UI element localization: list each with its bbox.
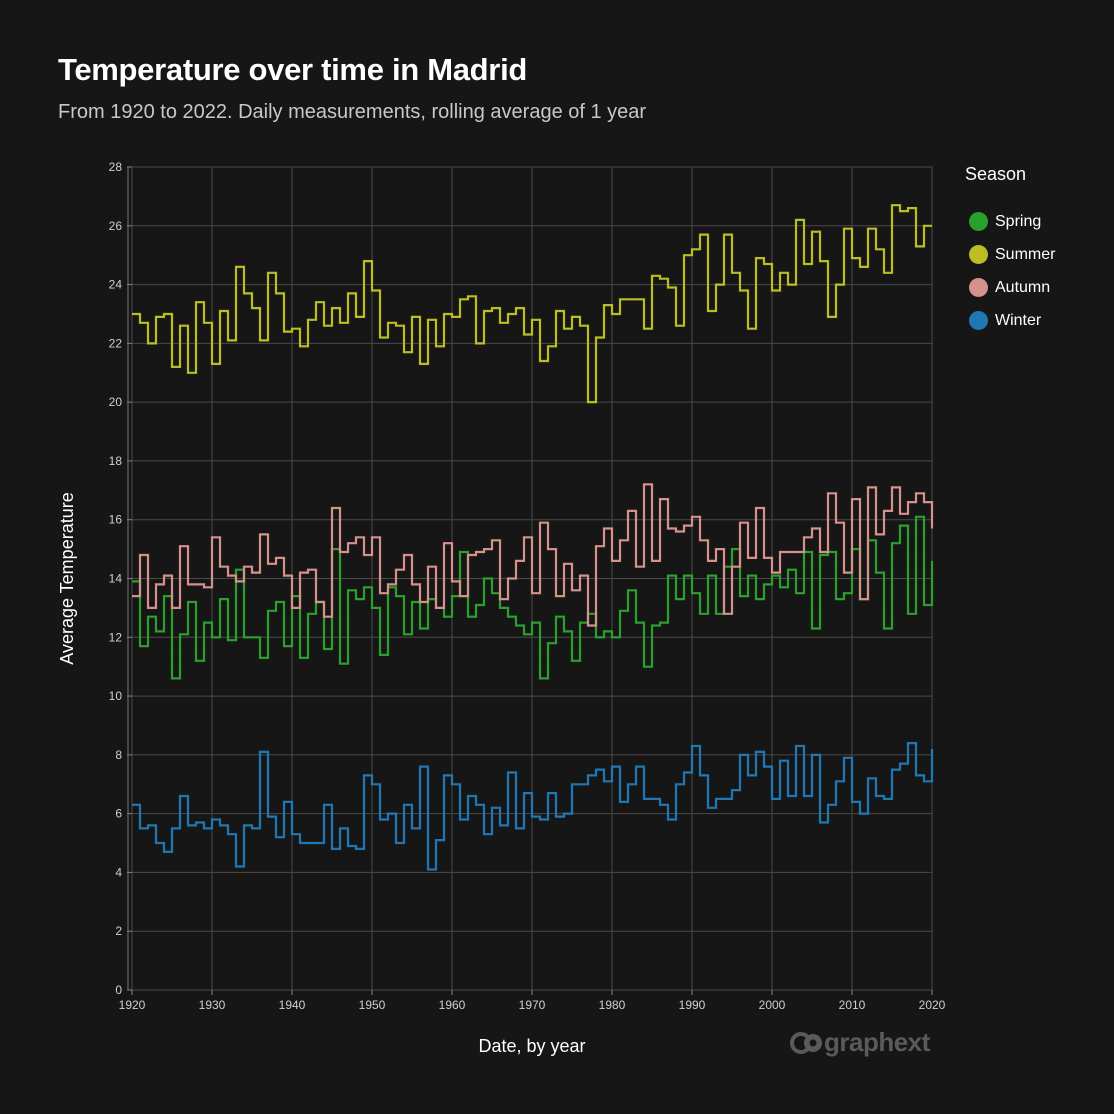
- series-line-autumn[interactable]: [132, 483, 934, 627]
- legend-swatch-winter: [969, 311, 988, 330]
- x-tick-label: 1980: [599, 998, 626, 1012]
- y-tick-label: 20: [109, 395, 123, 409]
- y-tick-label: 10: [109, 689, 123, 703]
- x-tick-label: 1970: [519, 998, 546, 1012]
- x-tick-label: 1960: [439, 998, 466, 1012]
- watermark-text: graphext: [824, 1027, 930, 1057]
- y-tick-label: 26: [109, 219, 123, 233]
- legend-item-summer[interactable]: Summer: [965, 238, 1055, 271]
- axes: [127, 166, 933, 995]
- legend-swatch-summer: [969, 245, 988, 264]
- graphext-logo-icon: [790, 1031, 822, 1054]
- x-tick-label: 2010: [839, 998, 866, 1012]
- series-line-winter[interactable]: [132, 742, 934, 871]
- y-tick-label: 6: [115, 807, 122, 821]
- y-tick-label: 12: [109, 630, 123, 644]
- y-axis-label: Average Temperature: [57, 492, 77, 664]
- y-tick-label: 18: [109, 454, 123, 468]
- x-tick-label: 2000: [759, 998, 786, 1012]
- legend-label-summer: Summer: [995, 245, 1056, 263]
- y-tick-label: 0: [115, 983, 122, 997]
- series-line-summer[interactable]: [132, 204, 932, 404]
- legend-label-autumn: Autumn: [995, 278, 1051, 296]
- legend-item-spring[interactable]: Spring: [965, 205, 1055, 238]
- legend: Season Spring Summer Autumn Winter: [965, 164, 1055, 337]
- y-tick-label: 28: [109, 160, 123, 174]
- chart-title: Temperature over time in Madrid: [58, 52, 528, 87]
- legend-swatch-autumn: [969, 278, 988, 297]
- y-tick-label: 22: [109, 336, 123, 350]
- legend-item-winter[interactable]: Winter: [965, 304, 1055, 337]
- y-tick-label: 16: [109, 513, 123, 527]
- x-tick-label: 2020: [919, 998, 946, 1012]
- x-axis-label: Date, by year: [478, 1036, 585, 1056]
- x-tick-label: 1930: [199, 998, 226, 1012]
- chart-subtitle: From 1920 to 2022. Daily measurements, r…: [58, 101, 647, 123]
- x-tick-label: 1950: [359, 998, 386, 1012]
- x-tick-label: 1990: [679, 998, 706, 1012]
- y-tick-label: 8: [115, 748, 122, 762]
- legend-item-autumn[interactable]: Autumn: [965, 271, 1055, 304]
- x-tick-label: 1940: [279, 998, 306, 1012]
- y-tick-label: 4: [115, 865, 122, 879]
- y-tick-label: 2: [115, 924, 122, 938]
- x-tick-label: 1920: [119, 998, 146, 1012]
- y-tick-label: 24: [109, 278, 123, 292]
- watermark: graphext: [790, 1027, 930, 1058]
- legend-label-winter: Winter: [995, 311, 1042, 329]
- y-tick-label: 14: [109, 572, 123, 586]
- legend-swatch-spring: [969, 212, 988, 231]
- series-lines: [132, 204, 934, 871]
- legend-title: Season: [965, 164, 1027, 184]
- legend-label-spring: Spring: [995, 212, 1042, 230]
- series-line-spring[interactable]: [132, 515, 934, 680]
